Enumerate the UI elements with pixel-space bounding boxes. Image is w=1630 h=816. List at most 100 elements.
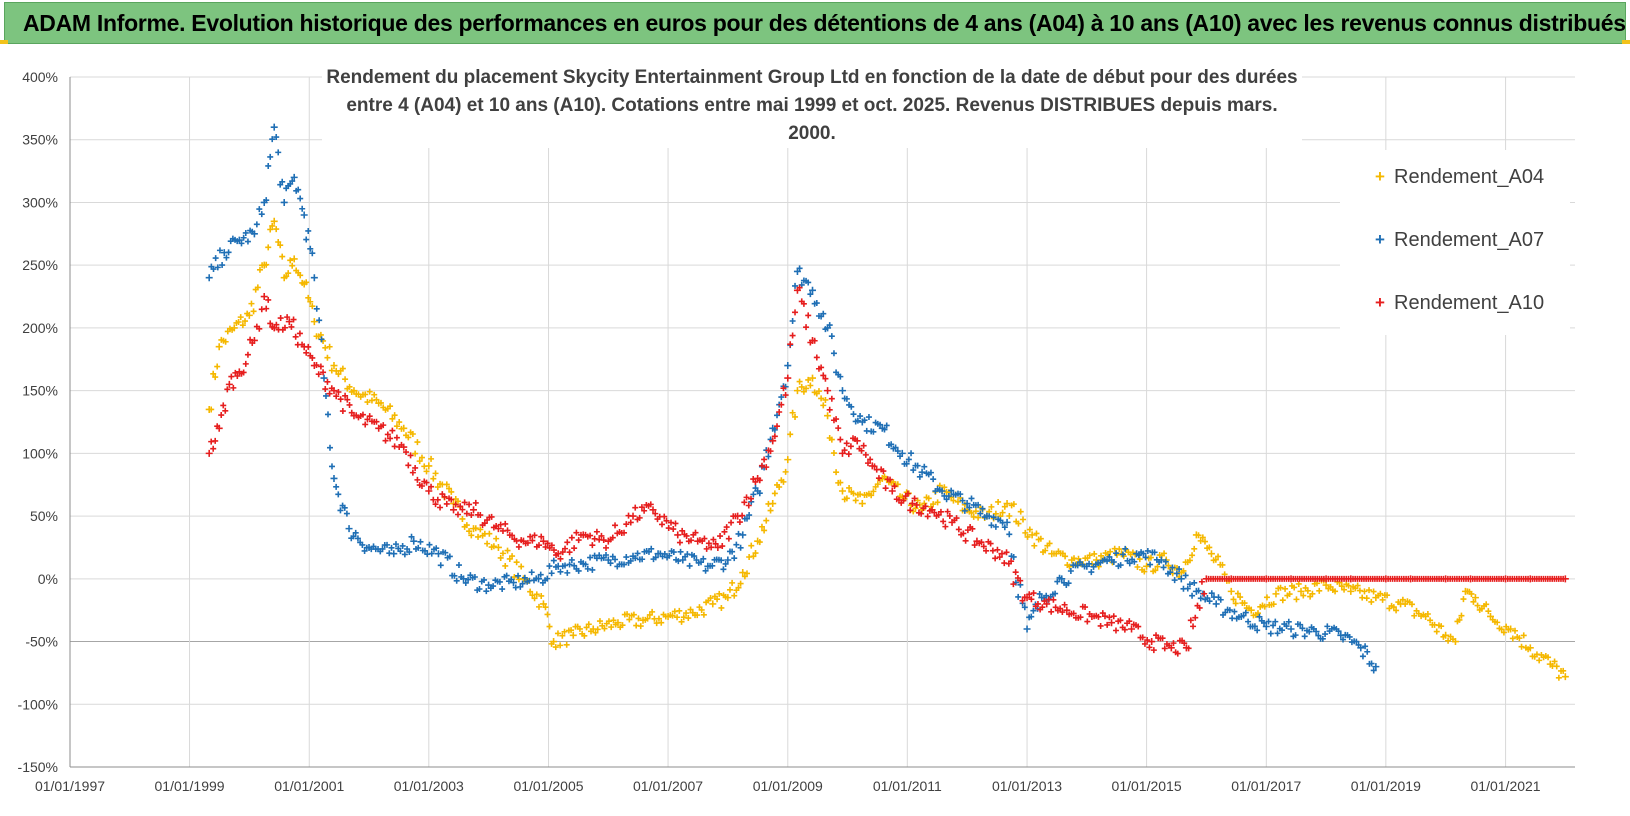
- data-point: [529, 537, 536, 544]
- data-point: [299, 205, 306, 212]
- data-point: [1020, 516, 1027, 523]
- data-point: [267, 153, 274, 160]
- data-point: [452, 501, 459, 508]
- data-point: [1030, 590, 1037, 597]
- data-point: [988, 503, 995, 510]
- data-point: [593, 528, 600, 535]
- data-point: [592, 629, 599, 636]
- data-point: [892, 444, 899, 451]
- data-point: [888, 487, 896, 495]
- data-point: [968, 495, 975, 502]
- data-point: [228, 373, 235, 380]
- data-point: [504, 547, 511, 554]
- data-point: [1189, 592, 1196, 599]
- data-point: [1242, 609, 1249, 616]
- data-point: [539, 537, 547, 545]
- data-point: [1166, 642, 1173, 649]
- data-point: [1086, 552, 1093, 559]
- data-point: [458, 573, 465, 580]
- data-point: [446, 553, 453, 560]
- data-point: [744, 515, 751, 522]
- data-point: [324, 378, 331, 385]
- data-point: [387, 403, 394, 410]
- data-point: [942, 523, 949, 530]
- data-point: [655, 615, 662, 622]
- data-point: [309, 250, 316, 257]
- data-point: [490, 583, 497, 590]
- data-point: [363, 544, 370, 551]
- data-point: [1196, 604, 1203, 611]
- data-point: [1474, 602, 1481, 609]
- data-point: [883, 422, 890, 429]
- data-point: [1217, 596, 1224, 603]
- data-point: [635, 615, 642, 622]
- data-point: [493, 523, 500, 530]
- data-point: [608, 624, 615, 631]
- data-point: [459, 515, 466, 522]
- data-point: [771, 426, 778, 433]
- data-point: [296, 330, 303, 337]
- x-tick-label: 01/01/1997: [35, 778, 105, 794]
- data-point: [758, 523, 765, 530]
- data-point: [305, 343, 312, 350]
- data-point: [398, 425, 405, 432]
- data-point: [1099, 610, 1106, 617]
- data-point: [587, 554, 594, 561]
- data-point: [1052, 604, 1059, 611]
- data-point: [1182, 572, 1189, 579]
- axis-layer: 400% 350% 300% 250% 200% 150% 100% 50% 0% -50% -10…: [18, 69, 1575, 794]
- data-point: [971, 542, 978, 549]
- data-point: [1095, 613, 1102, 620]
- data-point: [815, 388, 822, 395]
- data-point: [950, 497, 957, 504]
- data-point: [1028, 531, 1036, 539]
- data-point: [309, 354, 316, 361]
- data-point: [665, 525, 672, 532]
- data-point: [219, 262, 226, 269]
- data-point: [798, 383, 805, 390]
- data-point: [1150, 647, 1157, 654]
- data-point: [1185, 645, 1192, 652]
- data-point: [475, 533, 482, 540]
- data-point: [1370, 667, 1377, 674]
- data-point: [303, 236, 310, 243]
- data-point: [676, 607, 683, 614]
- data-point: [521, 574, 528, 581]
- y-tick-label: -50%: [25, 634, 58, 650]
- data-point: [531, 595, 538, 602]
- data-point: [384, 431, 391, 438]
- data-point: [780, 478, 787, 485]
- data-point: [437, 562, 444, 569]
- data-point: [568, 534, 575, 541]
- data-point: [634, 550, 641, 557]
- data-point: [1152, 567, 1159, 574]
- data-point: [1135, 552, 1142, 559]
- data-point: [288, 323, 295, 330]
- data-point: [263, 197, 270, 204]
- data-point: [317, 363, 324, 370]
- data-point: [313, 362, 320, 369]
- data-point: [322, 386, 329, 393]
- title-banner: ADAM Informe. Evolution historique des p…: [4, 2, 1626, 44]
- data-point: [1128, 625, 1136, 633]
- data-point: [621, 561, 628, 568]
- data-point: [1026, 591, 1033, 598]
- data-point: [265, 296, 272, 303]
- data-point: [421, 463, 428, 470]
- data-point: [330, 474, 338, 482]
- data-point: [1191, 579, 1198, 586]
- data-point: [669, 612, 676, 619]
- data-point: [1015, 520, 1022, 527]
- data-point: [214, 363, 221, 370]
- data-point: [527, 533, 534, 540]
- data-point: [318, 336, 325, 343]
- data-point: [960, 530, 967, 537]
- data-point: [1359, 653, 1366, 660]
- data-point: [350, 533, 357, 540]
- data-point: [907, 507, 914, 514]
- data-point: [609, 534, 616, 541]
- data-point: [1560, 667, 1567, 674]
- data-point: [1265, 618, 1272, 625]
- data-point: [911, 495, 918, 502]
- data-point: [1458, 612, 1465, 619]
